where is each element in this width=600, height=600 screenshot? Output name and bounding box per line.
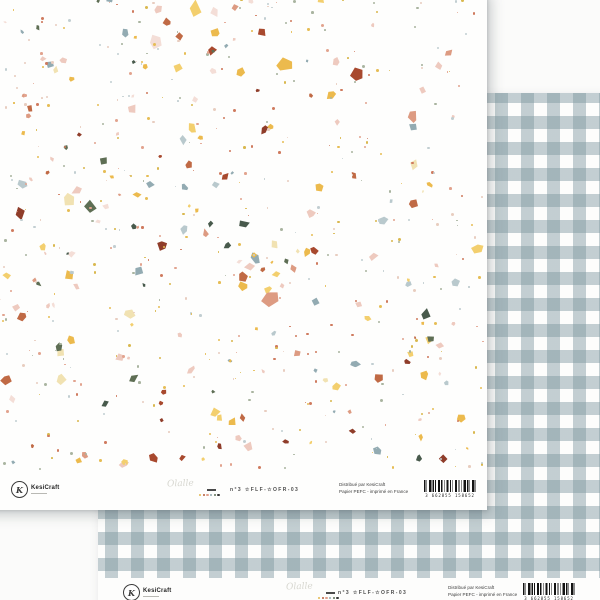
brand-name: KesiCraft [31, 485, 60, 491]
back-sheet-info-strip: K KesiCraft Olalle n°3 ☆FLF-☆OFR-03 Dist… [98, 578, 600, 600]
brand-subline [31, 492, 47, 494]
collection-color-dots [199, 494, 220, 497]
brand-logo: K KesiCraft [123, 584, 171, 600]
collection-watermark-text: Olalle [285, 581, 313, 593]
brand-logo: K KesiCraft [11, 481, 59, 498]
barcode-digits: 3 662855 158652 [425, 492, 475, 498]
brand-monogram: K [16, 484, 23, 495]
front-sheet-info-strip: K KesiCraft Olalle n°3 ☆FLF-☆OFR-03 Dist… [0, 475, 487, 510]
brand-monogram-circle: K [11, 481, 28, 498]
distributor-line2: Papier PEFC - imprimé en France [448, 591, 518, 597]
barcode-digits: 3 662855 158652 [524, 595, 574, 600]
collection-watermark-text: Olalle [166, 478, 194, 490]
terrazzo-pattern [0, 0, 487, 471]
brand-monogram: K [128, 587, 135, 598]
front-sheet-terrazzo: K KesiCraft Olalle n°3 ☆FLF-☆OFR-03 Dist… [0, 0, 487, 510]
barcode-bars [523, 583, 575, 595]
product-reference: n°3 ☆FLF-☆OFR-03 [230, 487, 300, 493]
barcode: 3 662855 158652 [422, 479, 478, 499]
collection-watermark: Olalle [286, 581, 348, 600]
barcode: 3 662855 158652 [521, 582, 577, 600]
brand-name: KesiCraft [143, 588, 172, 594]
brand-monogram-circle: K [123, 584, 140, 600]
distributor-info: Distribué par KesiCraft Papier PEFC - im… [448, 585, 517, 599]
product-reference: n°3 ☆FLF-☆OFR-03 [338, 590, 408, 596]
collection-color-dots [318, 597, 339, 600]
distributor-info: Distribué par KesiCraft Papier PEFC - im… [339, 482, 408, 496]
brand-name-block: KesiCraft [143, 588, 171, 597]
collection-watermark: Olalle [167, 478, 229, 506]
barcode-bars [424, 480, 476, 492]
watermark-dash [207, 489, 216, 491]
watermark-dash [326, 592, 335, 594]
distributor-line2: Papier PEFC - imprimé en France [339, 488, 409, 494]
distributor-line1: Distribué par KesiCraft [339, 482, 386, 487]
distributor-line1: Distribué par KesiCraft [448, 585, 495, 590]
brand-subline [143, 595, 159, 597]
brand-name-block: KesiCraft [31, 485, 59, 494]
